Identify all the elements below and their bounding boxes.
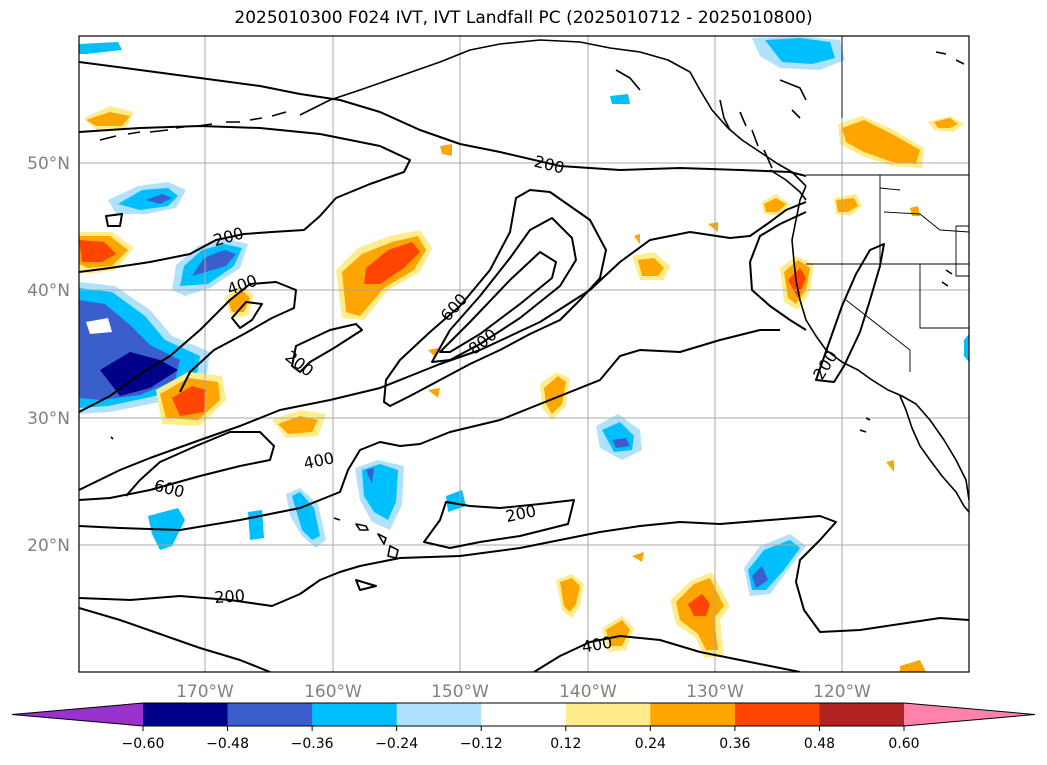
pos-small-26n-116w [886,460,894,472]
lon-label: 130°W [686,682,744,702]
contour-200-north2 [79,125,411,273]
colorbar-tick-label: −0.36 [291,736,334,752]
lon-label: 160°W [304,682,362,702]
contour-200-sw [79,515,969,633]
colorbar: −0.60 −0.48 −0.36 −0.24 −0.12 0.12 0.24 0.36 0.4… [11,702,1036,752]
colorbar-segment [312,703,398,726]
neg-blob-48n-strong [146,194,172,204]
colorbar-tick-label: −0.24 [375,736,418,752]
contour-200-main [79,201,807,491]
pos-41n-136w-mid [638,258,664,276]
contour-200-sw2 [355,579,377,591]
contour-800 [439,251,557,353]
lat-label: 30°N [27,409,70,429]
pos-32n-142w-mid [544,376,566,414]
neg-small-55n [610,94,630,104]
pos-42n-155w-strong [364,242,420,284]
pos-12n-138w-mid [606,620,630,646]
map-frame [78,35,970,673]
longitude-labels: 170°W 160°W 150°W 140°W 130°W 120°W [176,682,871,702]
lon-label: 150°W [431,682,489,702]
lat-label: 20°N [27,536,70,556]
lon-label: 170°W [176,682,234,702]
pos-small-19n-142w [632,552,644,562]
neg-top-left [79,42,122,54]
contour-400-bottom [533,635,801,672]
lon-label: 140°W [559,682,617,702]
contour-200-bottom [79,607,271,672]
pos-53n-111w-mid [934,118,958,128]
neg-hawaii-1-strong [366,468,374,484]
colorbar-tick-label: −0.12 [460,736,503,752]
neg-hawaii-2-mid [292,492,320,540]
colorbar-segment [650,703,736,726]
contour-200-mid [749,211,807,331]
colorbar-segment [227,703,313,726]
pos-38n-165w-mid [228,290,250,312]
coastlines [99,39,969,559]
ivt-contours [79,61,969,672]
pos-bottom-right [900,660,926,672]
colorbar-segment [819,703,905,726]
colorbar-segment [565,703,651,726]
pos-16n-140w-mid [560,578,580,612]
colorbar-extend-min [12,703,143,726]
pos-small-45n-140w [634,234,640,244]
colorbar-segment [396,703,482,726]
probability-shading [79,36,969,672]
lat-label: 40°N [27,281,70,301]
colorbar-segment [734,703,820,726]
pos-small-51n [440,144,452,156]
map-title: 2025010300 F024 IVT, IVT Landfall PC (20… [234,8,813,28]
pos-29n-162w-mid [278,416,318,434]
neg-hawaii-4 [248,510,264,540]
neg-small-east [964,334,969,362]
colorbar-segment [143,703,229,726]
contour-400-west [79,281,297,413]
contour-200-north [79,61,807,177]
pos-44n-west-strong [79,240,116,262]
contour-200-east [815,243,885,383]
plot-area [79,36,969,672]
latitude-labels: 50°N 40°N 30°N 20°N [27,154,70,556]
neg-hawaii-5 [446,490,466,512]
neg-25n-140w-strong [612,438,630,448]
pos-15n-130w-strong [688,594,710,616]
colorbar-extend-max [904,703,1035,726]
contour-200-loop [291,323,363,373]
pos-small-32n-150w [428,388,440,398]
neg-20n-128w-strong [752,566,768,588]
contour-600-south [79,431,275,501]
pos-nw-corner-mid [86,112,130,126]
colorbar-tick-label: 0.12 [550,736,581,752]
contour-400-inner [383,189,607,407]
colorbar-tick-label: 0.60 [888,736,919,752]
colorbar-tick-label: 0.36 [719,736,750,752]
neg-blob-west-hole [86,318,112,334]
neg-blob-48n-mid [118,188,178,210]
colorbar-tick-label: −0.60 [122,736,165,752]
colorbar-tick-label: 0.48 [804,736,835,752]
contour-200-south [423,499,575,549]
colorbar-tick-label: 0.24 [635,736,666,752]
contour-400-box2 [231,301,263,329]
contour-label: 200 [214,586,246,607]
neg-blob-165w-strong [192,250,236,276]
contour-400-south [79,329,780,531]
pos-47n-coast-mid [764,198,786,212]
contour-400-box [105,213,123,227]
lon-label: 120°W [813,682,871,702]
colorbar-segment [481,703,567,726]
pos-52n-125w-mid [842,120,920,164]
pos-31n-170w-strong [172,386,206,416]
contour-600 [431,217,577,363]
neg-top-135w-mid [765,38,835,64]
colorbar-tick-label: −0.48 [206,736,249,752]
lat-label: 50°N [27,154,70,174]
political-borders [806,36,969,372]
